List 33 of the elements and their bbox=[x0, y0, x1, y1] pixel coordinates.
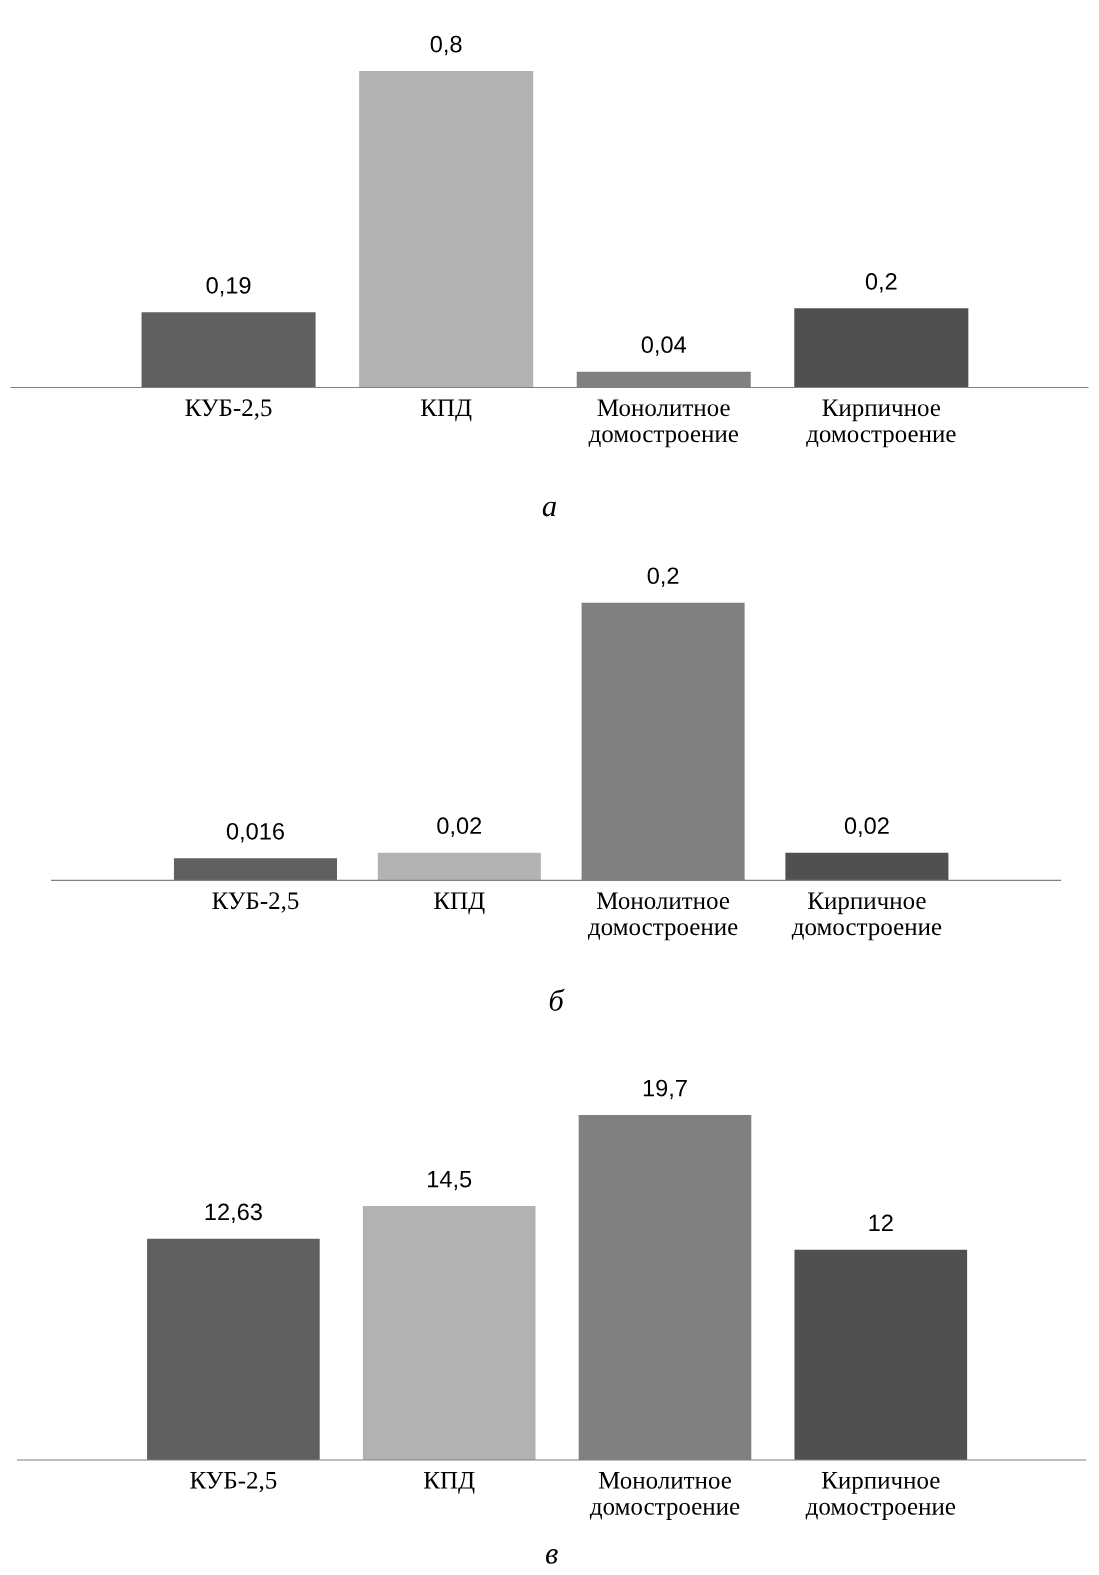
data-label: 12 bbox=[869, 1214, 893, 1232]
x-tick-label: КУБ-2,5 bbox=[190, 1471, 277, 1493]
bar bbox=[362, 1206, 536, 1461]
bar bbox=[359, 71, 534, 388]
x-tick-label: КПД bbox=[424, 1472, 475, 1494]
x-tick-label: КПД bbox=[420, 399, 472, 422]
data-label: 0,016 bbox=[226, 822, 284, 843]
text: в bbox=[546, 1549, 558, 1564]
text: б bbox=[549, 988, 565, 1011]
data-label: 0,2 bbox=[865, 273, 897, 293]
data-label: 14,5 bbox=[428, 1171, 472, 1191]
bar bbox=[147, 1238, 320, 1461]
data-label: 19,7 bbox=[643, 1079, 687, 1100]
data-label: 0,2 bbox=[647, 567, 679, 587]
bar bbox=[794, 1249, 968, 1461]
data-label: 12,63 bbox=[205, 1203, 262, 1224]
bar bbox=[141, 312, 316, 388]
data-label: 0,02 bbox=[844, 817, 889, 837]
x-tick-label: КПД bbox=[434, 892, 485, 915]
x-tick-label: Кирпичное домостроение bbox=[805, 1472, 956, 1520]
data-label: 0,8 bbox=[430, 35, 462, 56]
x-tick-label: Монолитное домостроение bbox=[589, 1472, 740, 1520]
x-tick-label: КУБ-2,5 bbox=[212, 892, 299, 913]
x-tick-label: Монолитное домостроение bbox=[587, 892, 738, 941]
x-tick-label: КУБ-2,5 bbox=[185, 399, 272, 420]
x-tick-label: Кирпичное домостроение bbox=[806, 399, 956, 448]
data-label: 0,04 bbox=[641, 336, 687, 356]
text: а bbox=[542, 501, 556, 517]
x-tick-label: Кирпичное домостроение bbox=[791, 892, 942, 941]
bar bbox=[794, 308, 969, 388]
x-tick-label: Монолитное домостроение bbox=[588, 399, 739, 448]
data-label: 0,02 bbox=[437, 817, 482, 837]
data-label: 0,19 bbox=[206, 277, 251, 297]
